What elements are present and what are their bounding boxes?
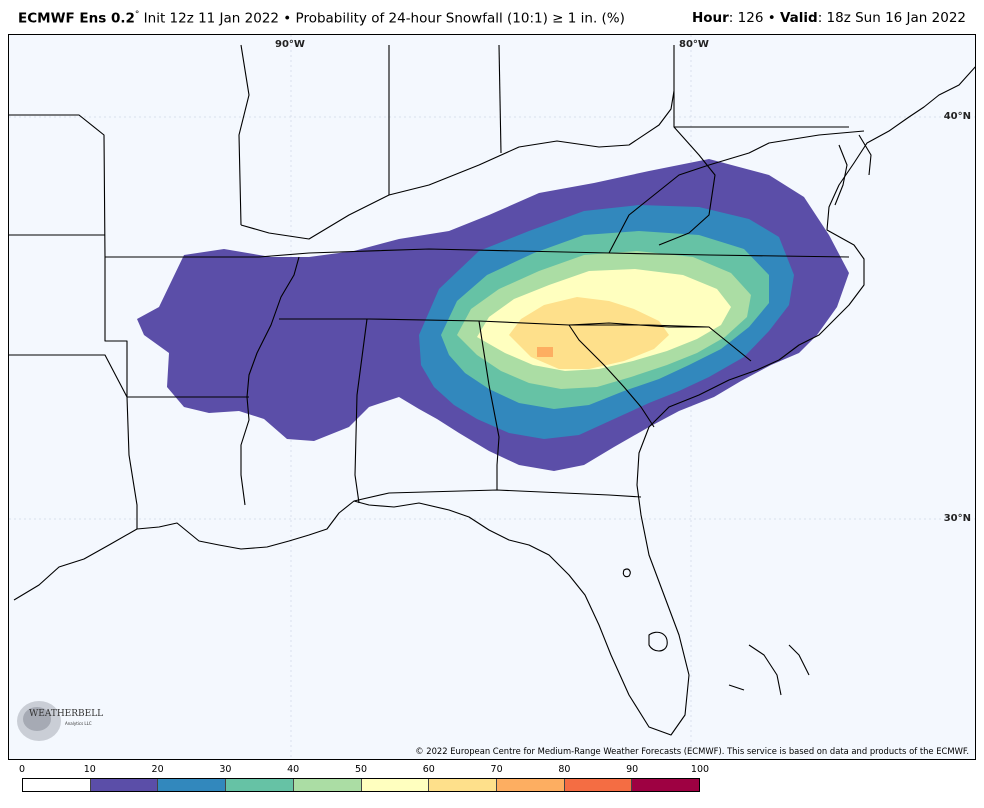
map-title: ECMWF Ens 0.2° Init 12z 11 Jan 2022 • Pr…	[18, 10, 625, 27]
state-borders	[9, 44, 975, 736]
ecmwf-credit: © 2022 European Centre for Medium-Range …	[415, 746, 969, 756]
lon-label-80w: 80°W	[679, 39, 709, 50]
map-canvas	[9, 35, 975, 759]
hour-value: : 126 •	[728, 10, 780, 26]
weatherbell-logo: WEATHERBELL Analytics LLC	[13, 697, 109, 745]
colorbar-segment	[361, 779, 430, 791]
colorbar-segment	[429, 779, 497, 791]
model-name: ECMWF Ens 0.2	[18, 10, 135, 27]
colorbar-segment	[158, 779, 227, 791]
valid-label: Valid	[779, 10, 818, 26]
logo-swirl-icon	[17, 701, 61, 741]
lat-label-40n: 40°N	[943, 111, 971, 122]
tick-60: 60	[422, 764, 435, 775]
colorbar-ticks: 0 10 20 30 40 50 60 70 80 90 100	[18, 764, 709, 776]
colorbar-segment	[564, 779, 633, 791]
tick-40: 40	[287, 764, 300, 775]
lat-label-30n: 30°N	[943, 513, 971, 524]
tick-90: 90	[626, 764, 639, 775]
colorbar-legend	[22, 778, 700, 792]
probability-shading	[137, 159, 849, 471]
colorbar-segment	[23, 779, 91, 791]
valid-value: : 18z Sun 16 Jan 2022	[817, 10, 966, 26]
logo-text: WEATHERBELL	[29, 709, 104, 719]
tick-30: 30	[219, 764, 232, 775]
tick-80: 80	[558, 764, 571, 775]
tick-10: 10	[83, 764, 96, 775]
init-description: Init 12z 11 Jan 2022 • Probability of 24…	[139, 10, 625, 27]
colorbar-segment	[226, 779, 294, 791]
lon-label-90w: 90°W	[275, 39, 305, 50]
colorbar-segment	[90, 779, 159, 791]
tick-70: 70	[490, 764, 503, 775]
graticule	[9, 35, 975, 759]
valid-time: Hour: 126 • Valid: 18z Sun 16 Jan 2022	[692, 10, 966, 26]
snowfall-probability-map: 90°W 80°W 40°N 30°N WEATHERBELL Analytic…	[8, 34, 976, 760]
hour-label: Hour	[691, 10, 729, 26]
tick-20: 20	[151, 764, 164, 775]
colorbar-segment	[293, 779, 362, 791]
degree-symbol: °	[134, 10, 140, 20]
band-70-80	[537, 347, 553, 357]
logo-subtext: Analytics LLC	[65, 721, 92, 726]
tick-50: 50	[354, 764, 368, 775]
tick-0: 0	[18, 764, 26, 775]
colorbar-segment	[496, 779, 565, 791]
tick-100: 100	[690, 764, 710, 775]
map-header: ECMWF Ens 0.2° Init 12z 11 Jan 2022 • Pr…	[8, 10, 976, 32]
colorbar-segment	[632, 779, 700, 791]
